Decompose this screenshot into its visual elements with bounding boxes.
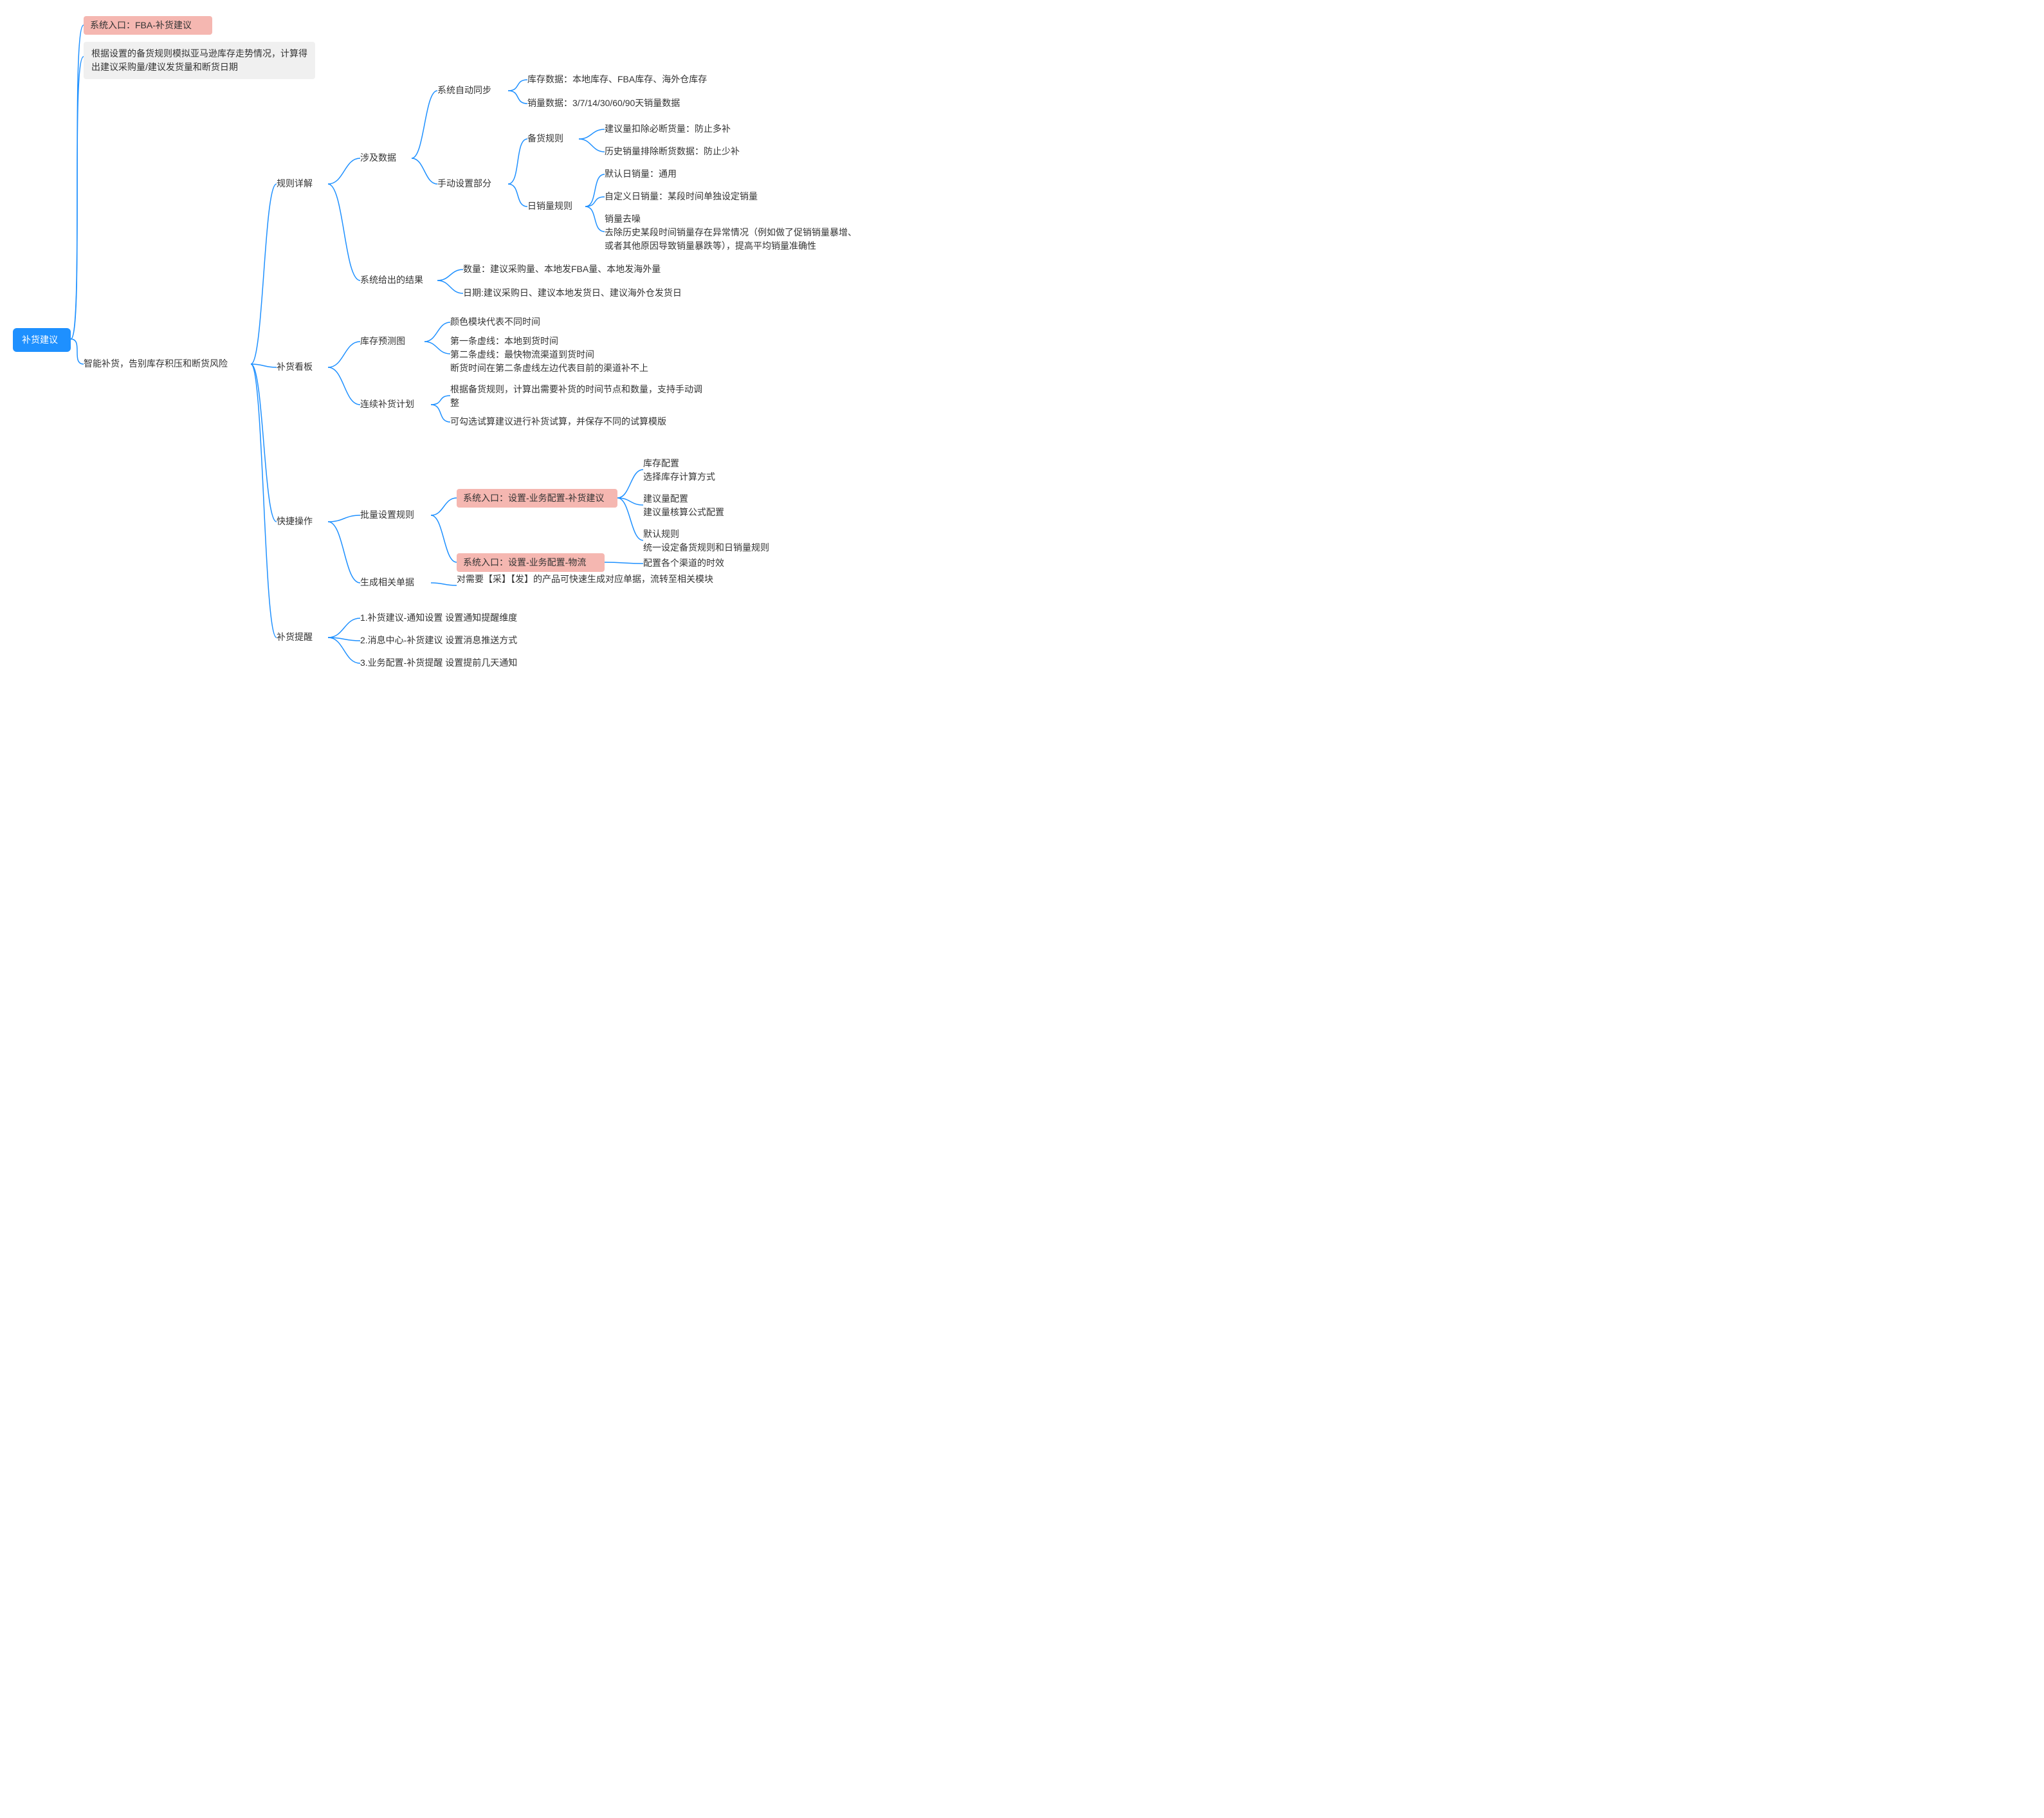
edge-root-desc bbox=[71, 57, 84, 339]
edge-b1a2b-b1a2b2 bbox=[585, 197, 605, 207]
node-b2a1: 颜色模块代表不同时间 bbox=[450, 315, 579, 329]
node-b2a2: 第一条虚线：本地到货时间 第二条虚线：最快物流渠道到货时间 断货时间在第二条虚线… bbox=[450, 335, 695, 375]
edge-b1a2-b1a2a bbox=[508, 139, 527, 184]
edge-b3-b3b bbox=[328, 522, 360, 583]
edge-sub-b4 bbox=[251, 364, 277, 638]
edge-b2b-b2b1 bbox=[431, 396, 450, 405]
edge-sub-b1 bbox=[251, 184, 277, 364]
node-root: 补货建议 bbox=[13, 328, 71, 352]
edge-b2b-b2b2 bbox=[431, 405, 450, 422]
edge-b3-b3a bbox=[328, 515, 360, 522]
edge-b1b-b1b2 bbox=[437, 280, 463, 293]
edge-b1a2-b1a2b bbox=[508, 184, 527, 207]
node-entry: 系统入口：FBA-补货建议 bbox=[84, 16, 212, 35]
node-b1a2b2: 自定义日销量：某段时间单独设定销量 bbox=[605, 190, 798, 203]
edge-b3a1-b3a1a bbox=[617, 470, 643, 498]
node-b3a1b: 建议量配置 建议量核算公式配置 bbox=[643, 492, 785, 519]
edge-b1a-b1a2 bbox=[412, 158, 437, 184]
node-b3a2a: 配置各个渠道的时效 bbox=[643, 556, 772, 570]
node-b1a2a2: 历史销量排除断货数据：防止少补 bbox=[605, 145, 772, 158]
node-b3a2: 系统入口：设置-业务配置-物流 bbox=[457, 553, 605, 572]
node-b1a2a: 备货规则 bbox=[527, 132, 579, 145]
node-b4: 补货提醒 bbox=[277, 630, 328, 644]
node-b3a1a: 库存配置 选择库存计算方式 bbox=[643, 457, 785, 484]
node-desc: 根据设置的备货规则模拟亚马逊库存走势情况，计算得出建议采购量/建议发货量和断货日… bbox=[84, 42, 315, 79]
edge-b1-b1a bbox=[328, 158, 360, 184]
node-b1b: 系统给出的结果 bbox=[360, 273, 437, 287]
edge-b1a2b-b1a2b3 bbox=[585, 207, 605, 232]
edge-b4-b4a bbox=[328, 618, 360, 638]
edge-b1a2b-b1a2b1 bbox=[585, 174, 605, 207]
node-b2: 补货看板 bbox=[277, 360, 328, 374]
node-b1a2: 手动设置部分 bbox=[437, 177, 508, 190]
edge-b2a-b2a2 bbox=[424, 342, 450, 354]
node-b1a2b: 日销量规则 bbox=[527, 199, 585, 213]
edge-b1a1-b1a1a bbox=[508, 80, 527, 91]
edge-b1a2a-b1a2a1 bbox=[579, 129, 605, 139]
node-b3a: 批量设置规则 bbox=[360, 508, 431, 522]
edge-b1a1-b1a1b bbox=[508, 91, 527, 104]
edge-b3a-b3a1 bbox=[431, 498, 457, 515]
node-b1a2b1: 默认日销量：通用 bbox=[605, 167, 772, 181]
node-b1a: 涉及数据 bbox=[360, 151, 412, 165]
node-b1a1b: 销量数据：3/7/14/30/60/90天销量数据 bbox=[527, 96, 733, 110]
edge-root-sub bbox=[71, 339, 84, 364]
node-b2b1: 根据备货规则，计算出需要补货的时间节点和数量，支持手动调整 bbox=[450, 383, 707, 410]
node-b3: 快捷操作 bbox=[277, 515, 328, 528]
node-b1b2: 日期:建议采购日、建议本地发货日、建议海外仓发货日 bbox=[463, 286, 707, 300]
edge-b1-b1b bbox=[328, 184, 360, 280]
edge-sub-b3 bbox=[251, 364, 277, 522]
node-b3a1c: 默认规则 统一设定备货规则和日销量规则 bbox=[643, 528, 810, 555]
mindmap-canvas: 补货建议 系统入口：FBA-补货建议根据设置的备货规则模拟亚马逊库存走势情况，计算… bbox=[0, 0, 965, 695]
node-b4c: 3.业务配置-补货提醒 设置提前几天通知 bbox=[360, 656, 553, 670]
edge-b2-b2a bbox=[328, 342, 360, 367]
node-b1a1a: 库存数据：本地库存、FBA库存、海外仓库存 bbox=[527, 73, 733, 86]
edge-b1a-b1a1 bbox=[412, 91, 437, 158]
edge-b2-b2b bbox=[328, 367, 360, 405]
edge-b1b-b1b1 bbox=[437, 270, 463, 280]
node-sub: 智能补货，告别库存积压和断货风险 bbox=[84, 357, 251, 371]
node-b2a: 库存预测图 bbox=[360, 335, 424, 348]
edge-b1a2a-b1a2a2 bbox=[579, 139, 605, 152]
edge-sub-b2 bbox=[251, 364, 277, 367]
node-b2b2: 可勾选试算建议进行补货试算，并保存不同的试算模版 bbox=[450, 415, 695, 428]
edge-b3a1-b3a1c bbox=[617, 498, 643, 540]
edge-b3b-b3b1 bbox=[431, 583, 457, 585]
node-b3b1: 对需要【采】【发】的产品可快速生成对应单据，流转至相关模块 bbox=[457, 573, 714, 586]
edge-b3a-b3a2 bbox=[431, 515, 457, 562]
node-b4b: 2.消息中心-补货建议 设置消息推送方式 bbox=[360, 634, 553, 647]
edge-b2a-b2a1 bbox=[424, 322, 450, 342]
node-b1b1: 数量：建议采购量、本地发FBA量、本地发海外量 bbox=[463, 262, 695, 276]
node-b2b: 连续补货计划 bbox=[360, 398, 431, 411]
node-b3b: 生成相关单据 bbox=[360, 576, 431, 589]
edge-root-entry bbox=[71, 25, 84, 339]
node-b1a1: 系统自动同步 bbox=[437, 84, 508, 97]
edge-b4-b4c bbox=[328, 638, 360, 663]
edge-b3a2-b3a2a bbox=[605, 562, 643, 564]
node-b1a2b3: 销量去噪 去除历史某段时间销量存在异常情况（例如做了促销销量暴增、或者其他原因导… bbox=[605, 212, 862, 253]
node-b3a1: 系统入口：设置-业务配置-补货建议 bbox=[457, 489, 617, 508]
edge-b3a1-b3a1b bbox=[617, 498, 643, 505]
node-b4a: 1.补货建议-通知设置 设置通知提醒维度 bbox=[360, 611, 553, 625]
node-b1a2a1: 建议量扣除必断货量：防止多补 bbox=[605, 122, 772, 136]
edge-b4-b4b bbox=[328, 638, 360, 641]
node-b1: 规则详解 bbox=[277, 177, 328, 190]
